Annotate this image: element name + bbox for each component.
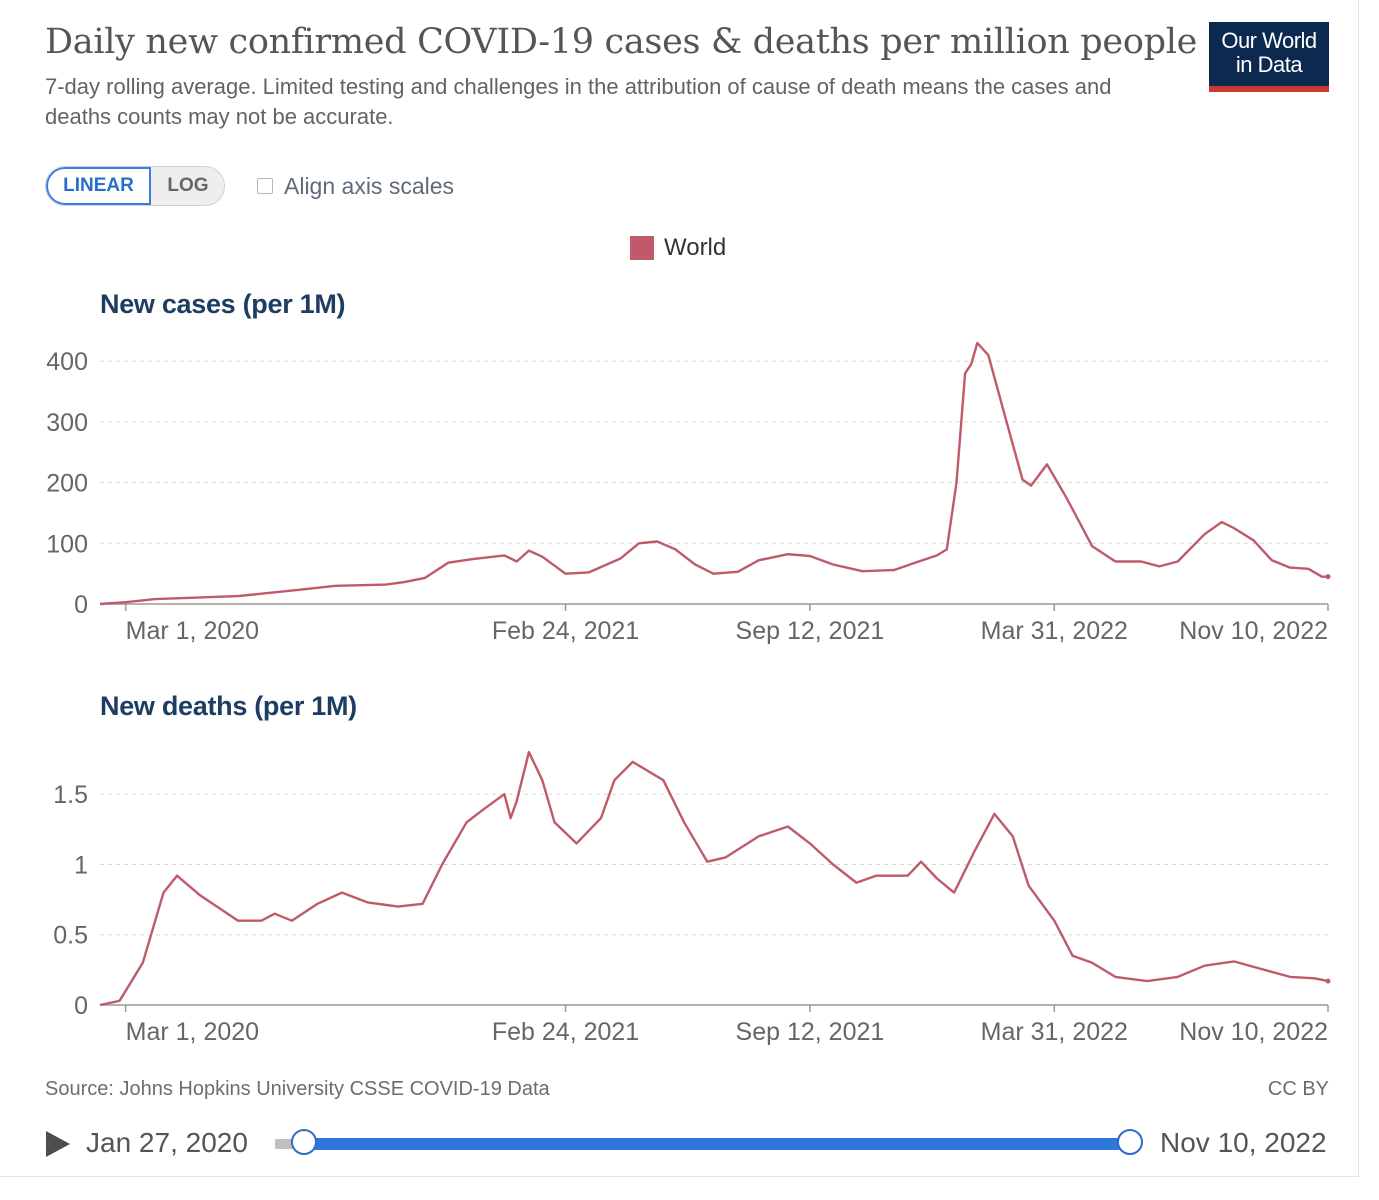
x-tick-label: Mar 1, 2020 [126, 1018, 259, 1046]
x-tick-label: Feb 24, 2021 [492, 1018, 639, 1046]
y-tick-label: 300 [46, 409, 88, 437]
y-tick-label: 0 [74, 992, 88, 1020]
x-tick-label: Nov 10, 2022 [1179, 1018, 1328, 1046]
y-tick-label: 200 [46, 470, 88, 498]
x-tick-label: Mar 1, 2020 [126, 617, 259, 645]
align-axis-toggle[interactable]: Align axis scales [257, 170, 454, 202]
logo-line-2: in Data [1235, 52, 1303, 77]
x-tick-label: Feb 24, 2021 [492, 617, 639, 645]
series-line-world[interactable] [99, 750, 1329, 1007]
log-scale-button[interactable]: LOG [151, 167, 224, 205]
y-tick-label: 0.5 [53, 922, 88, 950]
timeline-start-handle[interactable] [291, 1129, 317, 1155]
legend[interactable]: World [630, 232, 726, 264]
series-line-world[interactable] [99, 341, 1328, 606]
license-link[interactable]: CC BY [1267, 1078, 1329, 1100]
y-tick-label: 0 [74, 591, 88, 619]
align-axis-checkbox[interactable] [257, 178, 273, 194]
align-axis-label: Align axis scales [284, 172, 455, 199]
x-tick-label: Sep 12, 2021 [736, 1018, 885, 1046]
x-tick-label: Nov 10, 2022 [1179, 617, 1328, 645]
series-end-point [1325, 978, 1331, 984]
timeline-start-date: Jan 27, 2020 [86, 1127, 248, 1158]
cases-chart: 0 100 200 300 400 Mar 1, 2020 Feb 24, 2021 Sep … [46, 341, 1331, 645]
owid-logo[interactable]: Our World in Data [1209, 22, 1329, 92]
series-end-point [1325, 574, 1331, 580]
legend-swatch [630, 236, 654, 260]
y-tick-label: 1.5 [53, 781, 88, 809]
play-icon[interactable] [46, 1131, 70, 1157]
deaths-chart: 0 0.5 1 1.5 Mar 1, 2020 Feb 24, 2021 Sep 12, 2… [53, 750, 1331, 1046]
x-tick-label: Sep 12, 2021 [736, 617, 885, 645]
linear-scale-button[interactable]: LINEAR [46, 167, 151, 205]
y-tick-label: 400 [46, 348, 88, 376]
legend-label: World [664, 234, 727, 261]
x-tick-label: Mar 31, 2022 [981, 1018, 1128, 1046]
chart-subtitle: 7-day rolling average. Limited testing a… [45, 74, 1112, 129]
timeline-end-handle[interactable] [1117, 1129, 1143, 1155]
chart-title: Daily new confirmed COVID-19 cases & dea… [45, 22, 1198, 62]
x-tick-label: Mar 31, 2022 [981, 617, 1128, 645]
source-note: Source: Johns Hopkins University CSSE CO… [45, 1078, 550, 1100]
deaths-panel-title: New deaths (per 1M) [100, 691, 357, 721]
y-tick-label: 100 [46, 530, 88, 558]
timeline-end-date: Nov 10, 2022 [1160, 1127, 1327, 1158]
cases-panel-title: New cases (per 1M) [100, 289, 346, 319]
logo-line-1: Our World [1221, 28, 1317, 53]
chart-frame [0, 0, 1359, 1177]
scale-toggle: LINEAR LOG [45, 166, 225, 206]
timeline-selected-range[interactable] [304, 1138, 1130, 1150]
y-tick-label: 1 [74, 851, 88, 879]
